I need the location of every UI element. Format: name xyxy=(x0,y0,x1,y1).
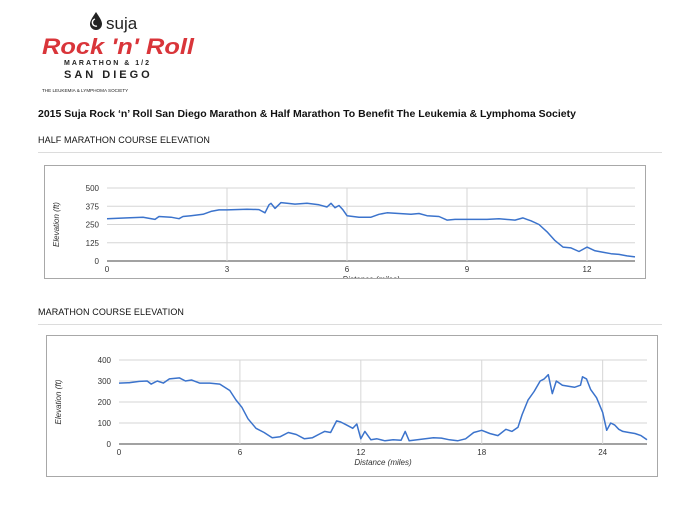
logo-name: Rock 'n' Roll xyxy=(42,34,195,59)
y-tick-label: 400 xyxy=(98,356,112,365)
x-tick-label: 18 xyxy=(477,448,486,457)
marathon-section-title: MARATHON COURSE ELEVATION xyxy=(38,307,185,317)
elevation-line xyxy=(106,201,636,258)
x-tick-label: 0 xyxy=(117,448,122,457)
half-marathon-section-title: HALF MARATHON COURSE ELEVATION xyxy=(38,135,211,145)
divider xyxy=(38,152,662,153)
y-tick-label: 500 xyxy=(86,184,100,193)
x-tick-label: 6 xyxy=(345,265,350,274)
logo-brand: suja xyxy=(106,14,138,33)
x-tick-label: 9 xyxy=(465,265,470,274)
event-logo: suja Rock 'n' Roll MARATHON & 1/2 SAN DI… xyxy=(42,12,195,93)
y-tick-label: 0 xyxy=(95,257,100,266)
x-axis-label: Distance (miles) xyxy=(342,275,400,278)
y-tick-label: 300 xyxy=(98,377,112,386)
logo-charity: THE LEUKEMIA & LYMPHOMA SOCIETY xyxy=(42,88,128,93)
y-tick-label: 0 xyxy=(107,440,112,449)
x-tick-label: 6 xyxy=(238,448,243,457)
y-tick-label: 250 xyxy=(86,221,100,230)
half-marathon-elevation-chart: 0 125 250 375 500 0 3 6 9 12 Distance (miles) Eleva… xyxy=(52,184,636,284)
x-tick-label: 0 xyxy=(105,265,110,274)
marathon-elevation-chart: 0 100 200 300 400 0 6 12 18 24 Distance (miles) Ele… xyxy=(54,356,648,467)
y-axis-label: Elevation (ft) xyxy=(54,379,63,424)
x-tick-label: 24 xyxy=(598,448,607,457)
page-title: 2015 Suja Rock ‘n’ Roll San Diego Marath… xyxy=(38,108,576,120)
x-tick-label: 12 xyxy=(356,448,365,457)
marathon-chart-frame: 0 100 200 300 400 0 6 12 18 24 Distance (miles) Ele… xyxy=(46,335,658,477)
elevation-line xyxy=(118,373,648,442)
x-tick-label: 12 xyxy=(583,265,592,274)
y-tick-label: 125 xyxy=(86,239,100,248)
suja-drop-icon xyxy=(90,12,102,30)
half-marathon-chart-frame: 0 125 250 375 500 0 3 6 9 12 Distance (miles) Eleva… xyxy=(44,165,646,284)
x-axis-label: Distance (miles) xyxy=(354,458,412,467)
logo-line3: SAN DIEGO xyxy=(64,69,153,81)
y-tick-label: 375 xyxy=(86,202,100,211)
y-tick-label: 200 xyxy=(98,398,112,407)
x-tick-label: 3 xyxy=(225,265,230,274)
divider xyxy=(38,324,662,325)
y-tick-label: 100 xyxy=(98,419,112,428)
y-axis-label: Elevation (ft) xyxy=(52,202,61,247)
logo-line2: MARATHON & 1/2 xyxy=(64,60,151,67)
